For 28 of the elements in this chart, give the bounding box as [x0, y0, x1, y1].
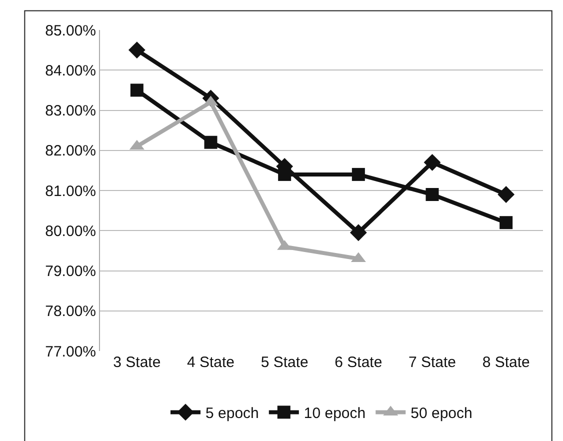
point — [498, 186, 515, 203]
point — [500, 216, 513, 230]
x-tick-label: 3 State — [113, 354, 161, 371]
legend-label: 10 epoch — [304, 405, 366, 422]
point — [130, 84, 144, 97]
y-tick-label: 85.00% — [45, 22, 96, 40]
point — [204, 136, 218, 149]
point — [350, 224, 367, 242]
y-tick-label: 81.00% — [45, 182, 96, 200]
legend-label: 5 epoch — [206, 405, 259, 422]
point — [128, 42, 146, 59]
y-tick-label: 82.00% — [45, 142, 96, 160]
x-tick-label: 4 State — [186, 354, 235, 371]
point — [426, 188, 439, 202]
x-tick-label: 8 State — [482, 354, 530, 371]
y-tick-label: 83.00% — [45, 102, 96, 120]
y-tick-label: 80.00% — [45, 222, 96, 240]
point — [424, 154, 441, 171]
y-tick-label: 79.00% — [45, 263, 96, 280]
y-tick-label: 78.00% — [45, 303, 96, 320]
y-tick-label: 84.00% — [45, 62, 96, 80]
x-tick-label: 7 State — [408, 354, 456, 371]
x-tick-label: 6 State — [334, 354, 382, 371]
x-tick-label: 5 State — [260, 354, 308, 371]
point — [352, 168, 365, 181]
legend-label: 50 epoch — [410, 405, 472, 422]
point — [278, 168, 292, 181]
y-tick-label: 77.00% — [45, 343, 96, 360]
